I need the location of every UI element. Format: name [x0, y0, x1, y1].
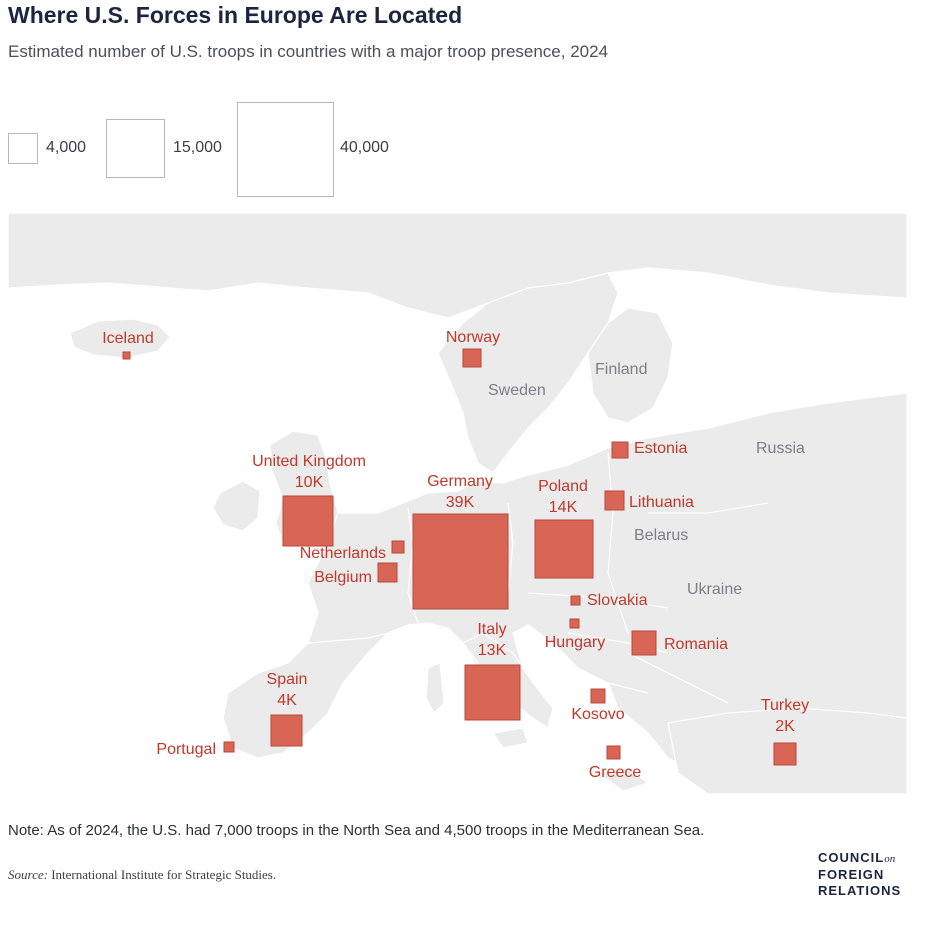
geo-label-belarus: Belarus — [634, 527, 688, 544]
marker-poland — [534, 519, 594, 579]
legend-label-large: 40,000 — [340, 139, 389, 156]
logo-on: on — [884, 853, 896, 865]
label-norway: Norway — [446, 329, 500, 346]
marker-iceland — [122, 351, 131, 360]
label-portugal: Portugal — [156, 741, 216, 758]
label-poland: Poland — [538, 478, 588, 495]
marker-hungary — [569, 618, 580, 629]
country-borders — [307, 452, 769, 704]
geo-label-ukraine: Ukraine — [687, 581, 742, 598]
label-netherlands: Netherlands — [300, 545, 386, 562]
label-greece: Greece — [589, 764, 642, 781]
marker-belgium — [377, 562, 398, 583]
value-spain: 4K — [277, 692, 297, 709]
label-united-kingdom: United Kingdom — [252, 453, 366, 470]
geo-label-russia: Russia — [756, 440, 805, 457]
geo-label-sweden: Sweden — [488, 382, 546, 399]
label-spain: Spain — [267, 671, 308, 688]
value-italy: 13K — [478, 642, 507, 659]
source-text: International Institute for Strategic St… — [51, 867, 277, 882]
label-hungary: Hungary — [545, 634, 605, 651]
marker-romania — [631, 630, 657, 656]
marker-italy — [464, 664, 521, 721]
value-germany: 39K — [446, 494, 475, 511]
marker-netherlands — [391, 540, 405, 554]
geo-label-finland: Finland — [595, 361, 647, 378]
marker-greece — [606, 745, 621, 760]
legend-square-small — [8, 133, 38, 164]
label-iceland: Iceland — [102, 330, 154, 347]
map-source: Source: International Institute for Stra… — [8, 867, 276, 883]
country-labels: Iceland Norway United Kingdom 10K German… — [102, 329, 809, 781]
source-label: Source: — [8, 867, 48, 882]
label-belgium: Belgium — [314, 569, 372, 586]
map-note: Note: As of 2024, the U.S. had 7,000 tro… — [8, 822, 705, 839]
marker-kosovo — [590, 688, 606, 704]
logo-line3: RELATIONS — [818, 883, 902, 898]
cfr-logo: COUNCILon FOREIGN RELATIONS — [818, 850, 901, 899]
troop-markers — [122, 348, 797, 766]
label-romania: Romania — [664, 636, 728, 653]
marker-estonia — [611, 441, 629, 459]
marker-germany — [412, 513, 509, 610]
marker-turkey — [773, 742, 797, 766]
europe-map: Finland Sweden Russia Belarus Ukraine Ic… — [8, 213, 907, 794]
marker-spain — [270, 714, 303, 747]
marker-lithuania — [604, 490, 625, 511]
value-united-kingdom: 10K — [295, 474, 324, 491]
legend-square-large — [237, 102, 334, 197]
marker-united-kingdom — [282, 495, 334, 547]
value-turkey: 2K — [775, 718, 795, 735]
label-kosovo: Kosovo — [571, 706, 624, 723]
label-germany: Germany — [427, 473, 493, 490]
land-shapes — [8, 213, 907, 794]
legend-label-small: 4,000 — [46, 139, 87, 156]
value-poland: 14K — [549, 499, 578, 516]
logo-line2: FOREIGN — [818, 867, 885, 882]
label-estonia: Estonia — [634, 440, 687, 457]
label-turkey: Turkey — [761, 697, 809, 714]
label-lithuania: Lithuania — [629, 494, 694, 511]
marker-portugal — [223, 741, 235, 753]
marker-norway — [462, 348, 482, 368]
legend-label-medium: 15,000 — [173, 139, 222, 156]
map-title: Where U.S. Forces in Europe Are Located — [8, 2, 463, 28]
map-subtitle: Estimated number of U.S. troops in count… — [8, 42, 609, 61]
label-slovakia: Slovakia — [587, 592, 648, 609]
marker-slovakia — [570, 595, 581, 606]
logo-line1: COUNCIL — [818, 850, 885, 865]
legend-square-medium — [106, 119, 165, 178]
label-italy: Italy — [477, 621, 506, 638]
